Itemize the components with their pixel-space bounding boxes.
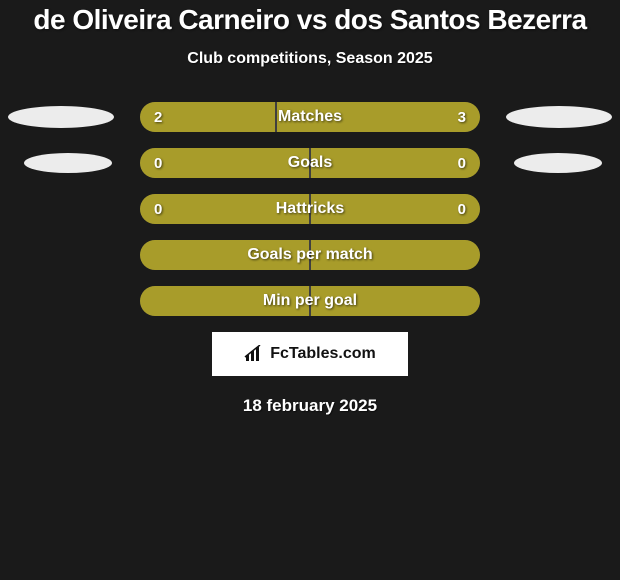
stat-bar-seam bbox=[309, 240, 311, 270]
logo-text: FcTables.com bbox=[270, 345, 376, 363]
fctables-logo[interactable]: FcTables.com bbox=[212, 332, 408, 376]
stat-bar-seam bbox=[309, 194, 311, 224]
stat-bar-right-fill bbox=[276, 102, 480, 132]
stat-bar: Goals per match bbox=[140, 240, 480, 270]
player-avatar-left bbox=[24, 153, 112, 173]
stat-bar-right-fill bbox=[310, 194, 480, 224]
stat-row: Hattricks00 bbox=[0, 194, 620, 224]
chart-icon bbox=[244, 345, 266, 363]
stat-row: Min per goal bbox=[0, 286, 620, 316]
stat-bar-left-fill bbox=[140, 148, 310, 178]
player-avatar-right bbox=[514, 153, 602, 173]
stats-list: Matches23 Goals00 Hattricks00 Goals per mat… bbox=[0, 102, 620, 316]
player-avatar-right bbox=[506, 106, 612, 128]
stat-bar-left-fill bbox=[140, 240, 310, 270]
date-label: 18 february 2025 bbox=[0, 396, 620, 416]
stat-bar-right-fill bbox=[310, 148, 480, 178]
page-title: de Oliveira Carneiro vs dos Santos Bezer… bbox=[0, 4, 620, 36]
stat-bar-left-fill bbox=[140, 286, 310, 316]
stat-bar-seam bbox=[309, 286, 311, 316]
stat-bar-seam bbox=[309, 148, 311, 178]
stat-bar: Matches23 bbox=[140, 102, 480, 132]
comparison-widget: de Oliveira Carneiro vs dos Santos Bezer… bbox=[0, 0, 620, 580]
stat-bar-right-fill bbox=[310, 286, 480, 316]
stat-row: Goals00 bbox=[0, 148, 620, 178]
player-avatar-left bbox=[8, 106, 114, 128]
page-subtitle: Club competitions, Season 2025 bbox=[0, 50, 620, 68]
stat-bar-right-fill bbox=[310, 240, 480, 270]
stat-bar-left-fill bbox=[140, 102, 276, 132]
stat-bar: Min per goal bbox=[140, 286, 480, 316]
stat-bar-seam bbox=[275, 102, 277, 132]
stat-bar-left-fill bbox=[140, 194, 310, 224]
stat-row: Goals per match bbox=[0, 240, 620, 270]
stat-bar: Goals00 bbox=[140, 148, 480, 178]
stat-bar: Hattricks00 bbox=[140, 194, 480, 224]
stat-row: Matches23 bbox=[0, 102, 620, 132]
